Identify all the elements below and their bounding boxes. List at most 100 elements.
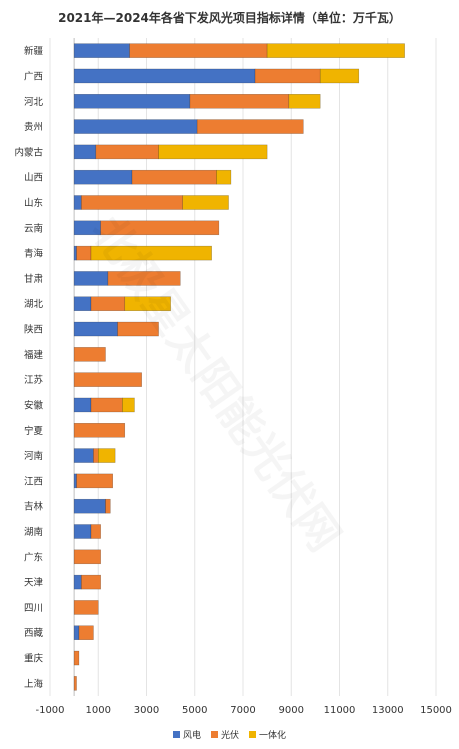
bar-segment-solar xyxy=(73,372,142,387)
bar-segment-integrated xyxy=(90,245,212,261)
bar-segment-integrated xyxy=(182,195,229,210)
category-label: 甘肃 xyxy=(24,273,43,285)
category-label: 河南 xyxy=(24,450,43,462)
x-tick-label: 13000 xyxy=(372,705,404,716)
bar-segment-wind xyxy=(73,524,92,539)
category-label: 江苏 xyxy=(24,374,44,386)
legend: 风电 光伏 一体化 xyxy=(0,728,459,741)
bar-segment-wind xyxy=(73,574,82,590)
legend-label: 风电 xyxy=(182,731,201,741)
category-label: 福建 xyxy=(24,349,44,361)
bar-segment-solar xyxy=(107,271,181,286)
legend-swatch xyxy=(249,731,256,738)
category-label: 安徽 xyxy=(24,399,44,411)
category-label: 广东 xyxy=(24,551,43,563)
bar-segment-solar xyxy=(73,423,126,438)
x-tick-label: 3000 xyxy=(134,705,159,716)
x-tick-label: 5000 xyxy=(182,705,207,716)
bar-segment-integrated xyxy=(288,94,321,109)
bar-segment-wind xyxy=(73,119,198,134)
bar-segment-wind xyxy=(73,296,92,311)
bar-segment-integrated xyxy=(216,169,232,185)
bar-segment-solar xyxy=(95,144,159,160)
x-tick-label: -1000 xyxy=(35,705,64,716)
x-tick-label: 7000 xyxy=(230,705,255,716)
category-label: 吉林 xyxy=(24,501,44,513)
bar-segment-wind xyxy=(73,321,118,337)
bar-segment-solar xyxy=(73,650,80,666)
bar-segment-wind xyxy=(73,169,133,185)
bar-segment-solar xyxy=(189,94,290,109)
bar-segment-solar xyxy=(117,321,159,337)
x-axis-ticks: -1000 1000 3000 5000 7000 9000 11000 13000 15000 xyxy=(35,705,451,716)
bar-segment-integrated xyxy=(319,68,360,84)
bar-segment-solar xyxy=(100,220,220,236)
bar-segment-wind xyxy=(73,68,256,84)
category-label: 天津 xyxy=(24,578,44,589)
bar-segment-wind xyxy=(73,195,82,210)
legend-swatch xyxy=(172,731,180,738)
category-label: 西藏 xyxy=(24,627,44,639)
bar-segment-integrated xyxy=(158,144,268,160)
bar-segment-solar xyxy=(73,549,101,565)
legend-label: 一体化 xyxy=(259,731,287,741)
bar-segment-solar xyxy=(131,169,217,185)
bar-segment-solar xyxy=(73,676,77,691)
bar-segment-solar xyxy=(93,448,99,463)
x-tick-label: 9000 xyxy=(279,705,304,716)
legend-item: 一体化 xyxy=(249,728,286,741)
category-label: 四川 xyxy=(24,603,43,614)
category-label: 湖北 xyxy=(24,299,44,310)
bar-segment-solar xyxy=(129,43,268,58)
bar-segment-solar xyxy=(73,600,99,615)
bar-segment-solar xyxy=(90,524,101,539)
category-label: 云南 xyxy=(24,222,43,234)
gridlines xyxy=(49,38,437,696)
bar-segment-integrated xyxy=(122,397,135,413)
bar-segment-solar xyxy=(196,119,304,134)
bar-segment-wind xyxy=(73,271,109,286)
bar-segment-solar xyxy=(90,397,123,413)
bar-segment-solar xyxy=(76,245,92,261)
category-label: 山东 xyxy=(24,197,43,209)
bar-segment-wind xyxy=(73,448,94,463)
x-tick-label: 11000 xyxy=(324,705,356,716)
bar-segment-wind xyxy=(73,94,191,109)
category-label: 江西 xyxy=(24,476,43,487)
bar-segment-solar xyxy=(105,498,111,514)
category-label: 贵州 xyxy=(24,121,43,133)
bar-segment-wind xyxy=(73,498,106,514)
category-label: 青海 xyxy=(24,248,44,260)
bar-segment-solar xyxy=(254,68,321,84)
legend-swatch xyxy=(210,731,218,738)
legend-item: 光伏 xyxy=(210,728,239,741)
bar-segment-wind xyxy=(73,473,77,489)
bar-segment-wind xyxy=(73,43,130,58)
bar-segment-integrated xyxy=(124,296,171,311)
x-tick-label: 1000 xyxy=(86,705,111,716)
category-label: 河北 xyxy=(24,96,44,108)
chart-title: 2021年—2024年各省下发风光项目指标详情（单位：万千瓦） xyxy=(58,11,401,25)
category-label: 广西 xyxy=(24,70,43,82)
category-label: 宁夏 xyxy=(24,425,44,437)
category-label: 陕西 xyxy=(24,324,43,336)
category-label: 上海 xyxy=(24,678,44,690)
bar-segment-wind xyxy=(73,144,97,160)
bar-segment-integrated xyxy=(266,43,405,58)
category-label: 湖南 xyxy=(24,526,43,538)
bar-segment-wind xyxy=(73,245,77,261)
bars xyxy=(73,43,405,691)
bar-segment-solar xyxy=(81,574,101,590)
legend-label: 光伏 xyxy=(220,731,239,741)
category-label: 山西 xyxy=(24,173,43,184)
category-label: 新疆 xyxy=(24,45,44,57)
bar-segment-solar xyxy=(81,195,183,210)
bar-segment-wind xyxy=(73,625,80,640)
bar-segment-solar xyxy=(90,296,126,311)
bar-segment-integrated xyxy=(98,448,116,463)
category-label: 内蒙古 xyxy=(14,146,43,158)
x-tick-label: 15000 xyxy=(420,705,452,716)
bar-segment-wind xyxy=(73,397,92,413)
bar-segment-solar xyxy=(73,347,106,362)
